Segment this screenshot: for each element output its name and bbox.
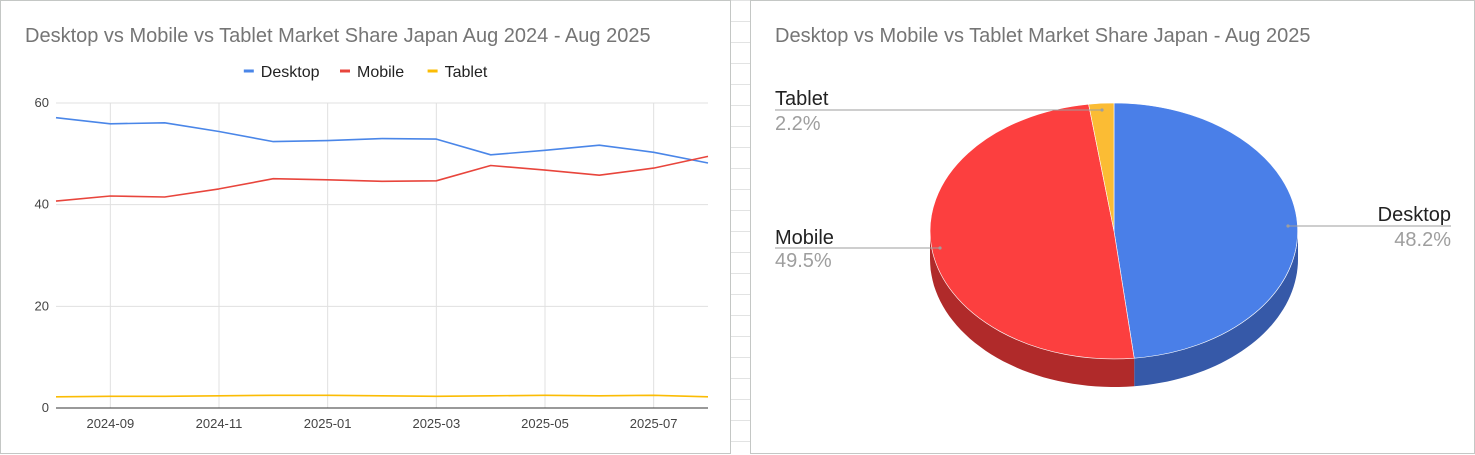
legend-swatch (243, 69, 254, 73)
x-tick-label: 2024-11 (196, 416, 243, 431)
legend-label: Mobile (357, 64, 404, 81)
pie-side-desktop (1134, 231, 1298, 387)
x-tick-label: 2024-09 (86, 416, 134, 431)
pie-label-name: Mobile (775, 227, 834, 249)
pie-label-desktop: Desktop 48.2% (1286, 204, 1451, 251)
pie-chart-panel[interactable]: Desktop vs Mobile vs Tablet Market Share… (750, 0, 1475, 454)
legend-item-desktop[interactable]: Desktop (243, 64, 320, 81)
y-tick-label: 40 (35, 197, 49, 212)
line-chart-svg: 2024-09 2024-11 2025-01 2025-03 2025-05 2025-… (35, 64, 709, 431)
pie-label-name: Tablet (775, 88, 829, 110)
legend-item-tablet[interactable]: Tablet (427, 64, 488, 81)
legend-swatch (427, 69, 438, 73)
legend-label: Desktop (261, 64, 320, 81)
y-tick-label: 20 (35, 298, 49, 313)
pie-slice-mobile[interactable] (929, 103, 1135, 360)
leader-dot (938, 246, 942, 250)
pie-label-tablet: Tablet 2.2% (775, 88, 1104, 135)
pie-slice-tablet[interactable] (1088, 102, 1115, 232)
line-chart-panel[interactable]: Desktop vs Mobile vs Tablet Market Share… (0, 0, 731, 454)
legend-swatch (340, 69, 350, 73)
legend-item-mobile[interactable]: Mobile (340, 64, 404, 81)
x-tick-label: 2025-03 (412, 416, 460, 431)
pie-label-percent: 49.5% (775, 250, 832, 272)
line-chart-title: Desktop vs Mobile vs Tablet Market Share… (25, 25, 651, 47)
pie-chart-title: Desktop vs Mobile vs Tablet Market Share… (775, 25, 1311, 47)
y-tick-label: 60 (35, 95, 49, 110)
pie-label-percent: 48.2% (1394, 229, 1451, 251)
pie-slice-desktop[interactable] (1113, 102, 1298, 359)
leader-dot (1100, 108, 1104, 112)
x-tick-label: 2025-01 (304, 416, 352, 431)
pie-label-name: Desktop (1378, 204, 1451, 226)
x-tick-label: 2025-07 (630, 416, 678, 431)
pie-side-mobile (930, 231, 1135, 387)
leader-dot (1286, 224, 1290, 228)
x-tick-label: 2025-05 (521, 416, 569, 431)
series-line-mobile[interactable] (55, 155, 709, 202)
y-tick-label: 0 (42, 400, 49, 415)
legend-label: Tablet (445, 64, 488, 81)
pie-label-percent: 2.2% (775, 113, 821, 135)
series-line-desktop[interactable] (55, 116, 709, 164)
series-line-tablet[interactable] (55, 394, 709, 398)
